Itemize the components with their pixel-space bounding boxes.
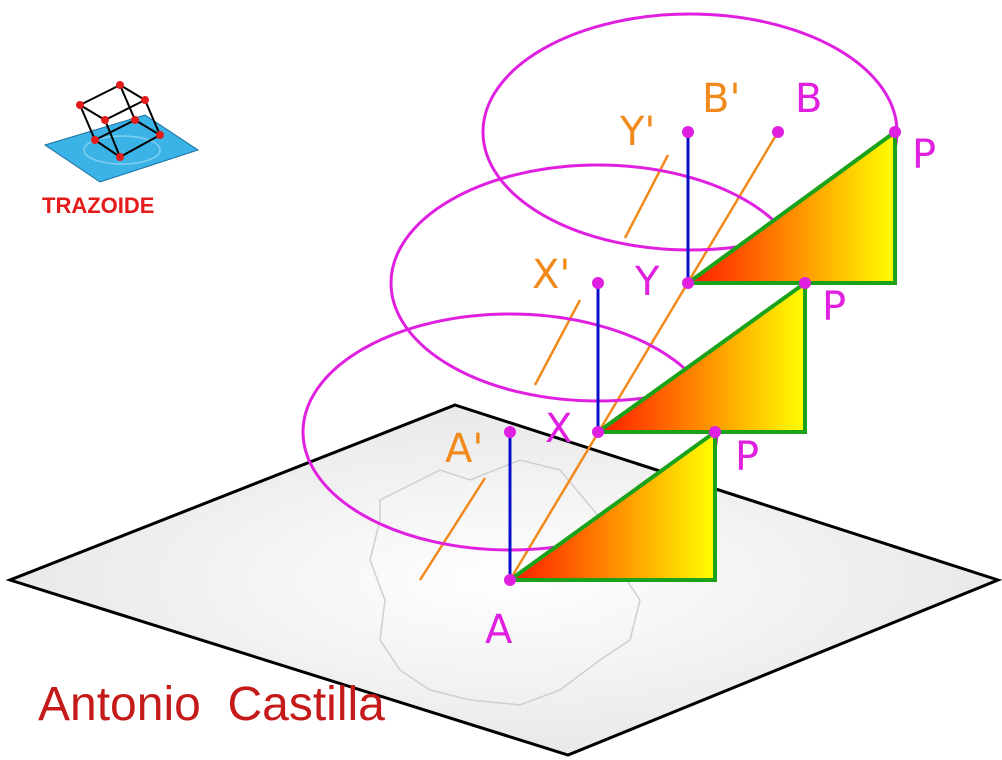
point-y — [682, 277, 694, 289]
point-p1 — [709, 426, 721, 438]
triangle-step-1 — [503, 428, 717, 582]
helix-line-a-b — [508, 131, 780, 581]
plane-map-outline — [369, 459, 641, 706]
label-point-x-prime: X' — [532, 252, 570, 298]
helix-line-a-x — [418, 477, 487, 581]
label-point-y: Y — [634, 259, 660, 305]
point-p3 — [889, 126, 901, 138]
point-x-prime — [592, 277, 604, 289]
point-x — [592, 426, 604, 438]
triangle-step-3 — [681, 128, 897, 285]
label-point-y-prime: Y' — [619, 109, 655, 155]
label-point-x: X — [545, 406, 572, 452]
logo-plate — [43, 114, 200, 183]
label-point-a: A — [485, 607, 513, 653]
label-point-p3: P — [912, 132, 936, 178]
helix-line-xprime — [533, 299, 582, 386]
label-point-b: B — [795, 76, 822, 122]
point-p2 — [799, 277, 811, 289]
helix-line-yprime — [623, 154, 670, 239]
label-point-a-prime: A' — [445, 426, 483, 472]
logo-text: TRAZOIDE — [42, 193, 154, 218]
logo-cube-icon — [79, 84, 161, 158]
triangle-step-2 — [591, 279, 807, 434]
label-point-p1: P — [735, 434, 759, 480]
logo-cube-vertices — [76, 81, 164, 161]
point-y-prime — [682, 126, 694, 138]
point-a-prime — [504, 426, 516, 438]
label-point-b-prime: B' — [702, 76, 740, 122]
label-point-p2: P — [822, 284, 846, 330]
logo-plate-ring — [83, 135, 161, 165]
point-b — [772, 126, 784, 138]
author-name: Antonio Castilla — [38, 678, 385, 731]
trazoide-logo: TRAZOIDE — [42, 81, 200, 218]
point-a — [504, 574, 516, 586]
